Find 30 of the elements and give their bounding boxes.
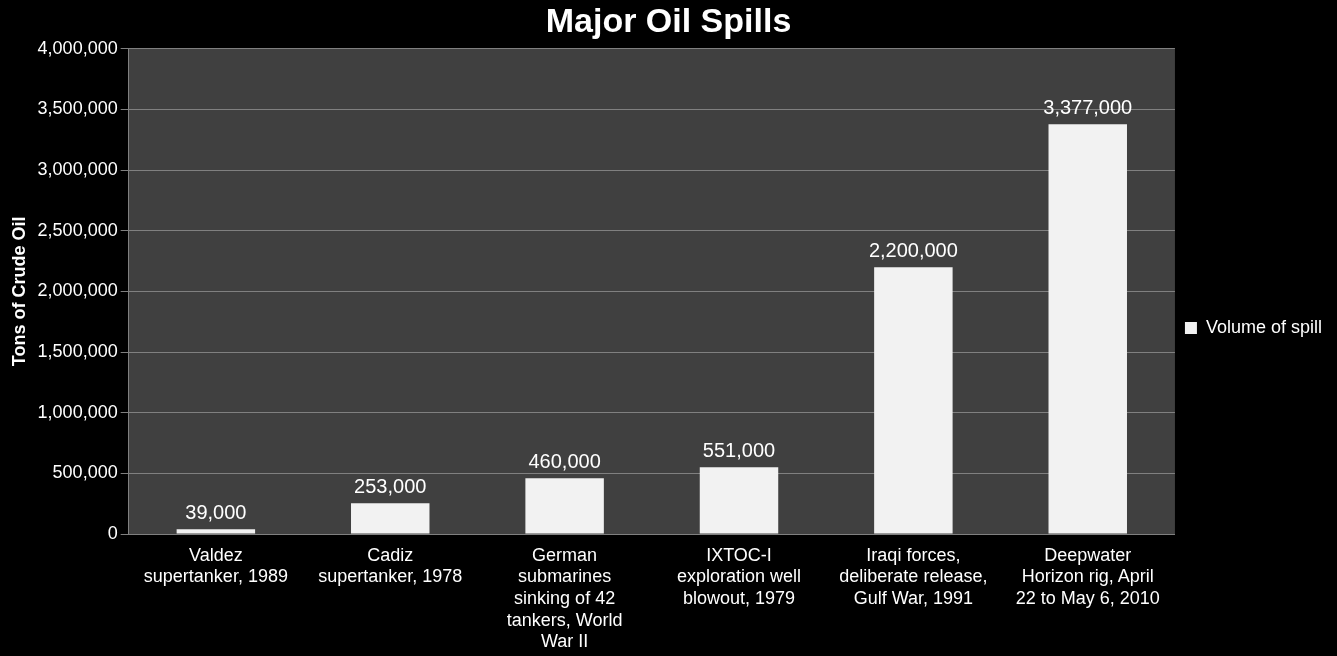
bar (1048, 124, 1127, 534)
x-tick-label: German submarines sinking of 42 tankers, World War II (506, 544, 623, 652)
x-tick-label: IXTOC-I exploration well blowout, 1979 (676, 544, 802, 608)
y-tick-label: 3,500,000 (37, 98, 118, 119)
y-tick-label: 0 (107, 522, 118, 543)
bar (351, 503, 430, 534)
y-axis-title: Tons of Crude Oil (8, 216, 29, 367)
legend-label: Volume of spill (1205, 316, 1322, 337)
bar (525, 478, 604, 534)
y-tick-label: 500,000 (52, 462, 118, 483)
bar (874, 267, 953, 534)
data-label: 253,000 (354, 474, 427, 497)
y-tick-label: 4,000,000 (37, 37, 118, 58)
x-tick-label: Iraqi forces, deliberate release, Gulf War, 1991 (839, 544, 988, 608)
bar (699, 467, 779, 534)
data-label: 2,200,000 (868, 238, 958, 261)
chart-title: Major Oil Spills (545, 0, 792, 39)
data-label: 551,000 (702, 438, 776, 461)
x-tick-label: Deepwater Horizon rig, April 22 to May 6, 2010 (1015, 544, 1160, 608)
bar (176, 529, 256, 534)
data-label: 3,377,000 (1043, 95, 1133, 118)
data-label: 39,000 (185, 500, 247, 523)
y-tick-label: 1,000,000 (37, 401, 118, 422)
data-label: 460,000 (528, 449, 601, 472)
y-tick-label: 3,000,000 (37, 159, 118, 180)
y-tick-label: 2,500,000 (37, 219, 118, 240)
y-tick-label: 2,000,000 (37, 280, 118, 301)
y-tick-label: 1,500,000 (37, 341, 118, 362)
x-tick-label: Valdez supertanker, 1989 (143, 544, 288, 587)
x-tick-label: Cadiz supertanker, 1978 (318, 544, 463, 587)
